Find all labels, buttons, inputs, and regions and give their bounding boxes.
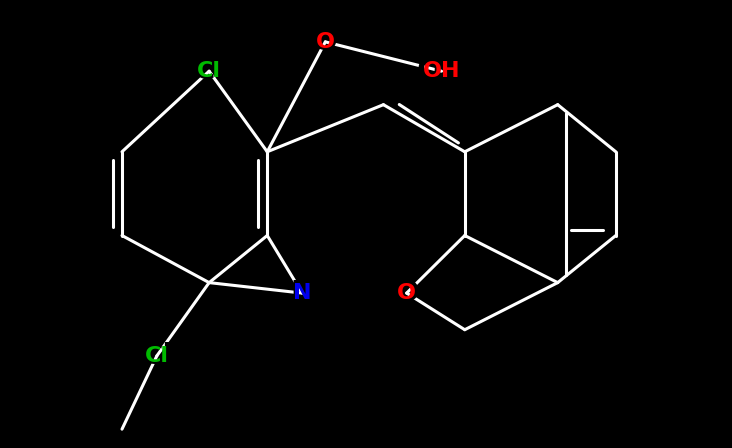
Text: O: O (397, 283, 417, 303)
Text: O: O (313, 28, 337, 56)
Text: O: O (315, 32, 335, 52)
Text: OH: OH (423, 61, 460, 81)
Text: O: O (395, 279, 419, 307)
Text: N: N (290, 279, 314, 307)
Text: OH: OH (417, 57, 466, 85)
Text: Cl: Cl (141, 342, 173, 370)
Text: Cl: Cl (145, 346, 169, 366)
Text: Cl: Cl (197, 61, 221, 81)
Text: N: N (293, 283, 311, 303)
Text: Cl: Cl (193, 57, 225, 85)
